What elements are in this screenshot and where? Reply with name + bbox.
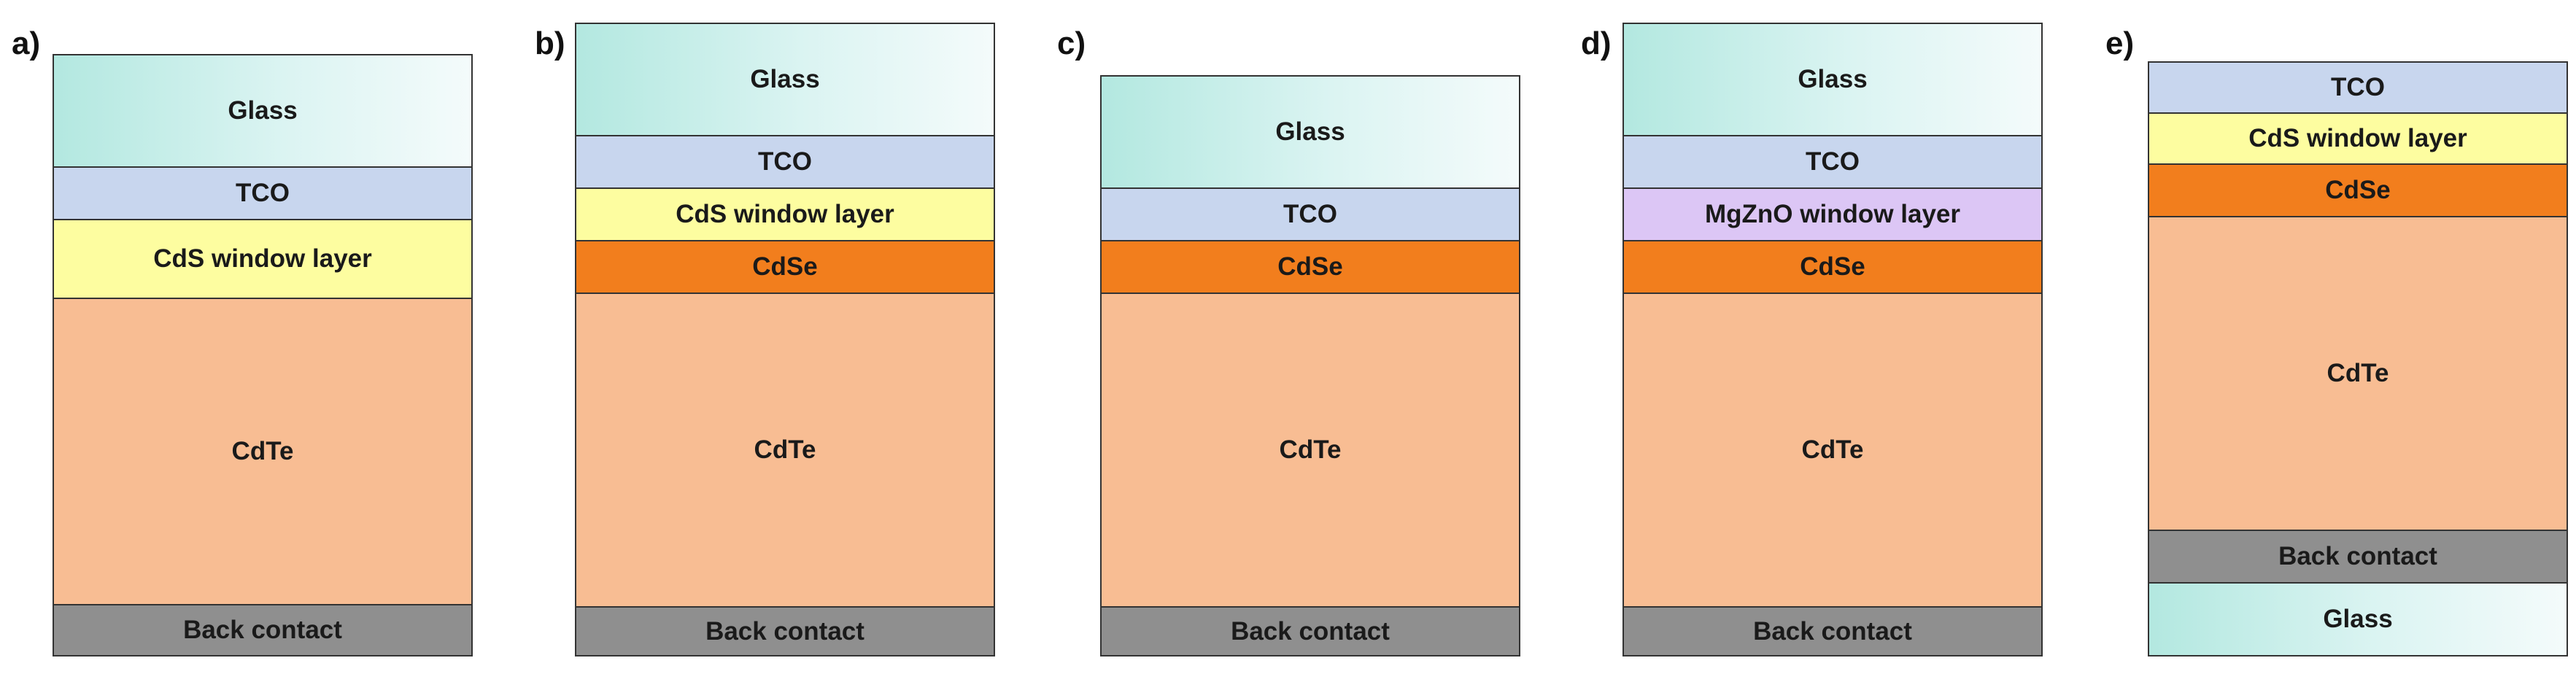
tco-layer: TCO (1624, 136, 2041, 189)
glass-layer: Glass (2149, 584, 2567, 655)
glass-layer: Glass (1102, 77, 1519, 189)
panel-d-stack: Glass TCO MgZnO window layer CdSe CdTe B… (1622, 23, 2043, 656)
tco-layer: TCO (2149, 63, 2567, 114)
panel-c-stack: Glass TCO CdSe CdTe Back contact (1100, 75, 1520, 656)
mgzno-window-layer: MgZnO window layer (1624, 189, 2041, 241)
back-contact-layer: Back contact (54, 605, 471, 655)
glass-layer: Glass (576, 24, 994, 136)
back-contact-layer: Back contact (2149, 531, 2567, 584)
cdte-layer: CdTe (54, 299, 471, 605)
cdte-layer: CdTe (1624, 294, 2041, 608)
back-contact-layer: Back contact (1102, 608, 1519, 655)
panel-a-stack: Glass TCO CdS window layer CdTe Back con… (53, 54, 473, 656)
back-contact-layer: Back contact (576, 608, 994, 655)
cds-window-layer: CdS window layer (576, 189, 994, 241)
cdte-layer: CdTe (2149, 217, 2567, 531)
glass-layer: Glass (54, 55, 471, 168)
panel-b-stack: Glass TCO CdS window layer CdSe CdTe Bac… (575, 23, 995, 656)
panel-e-label: e) (2105, 26, 2135, 61)
cdse-layer: CdSe (1624, 241, 2041, 294)
panel-d-label: d) (1581, 26, 1612, 61)
panel-c-label: c) (1057, 26, 1086, 61)
cds-window-layer: CdS window layer (2149, 114, 2567, 165)
cdse-layer: CdSe (2149, 165, 2567, 217)
back-contact-layer: Back contact (1624, 608, 2041, 655)
panel-a-label: a) (12, 26, 41, 61)
cds-window-layer: CdS window layer (54, 220, 471, 299)
tco-layer: TCO (576, 136, 994, 189)
tco-layer: TCO (1102, 189, 1519, 241)
cdte-layer: CdTe (576, 294, 994, 608)
cdse-layer: CdSe (1102, 241, 1519, 294)
tco-layer: TCO (54, 168, 471, 220)
glass-layer: Glass (1624, 24, 2041, 136)
panel-b-label: b) (535, 26, 565, 61)
panel-e-stack: TCO CdS window layer CdSe CdTe Back cont… (2148, 61, 2568, 656)
cdte-layer: CdTe (1102, 294, 1519, 608)
cdse-layer: CdSe (576, 241, 994, 294)
